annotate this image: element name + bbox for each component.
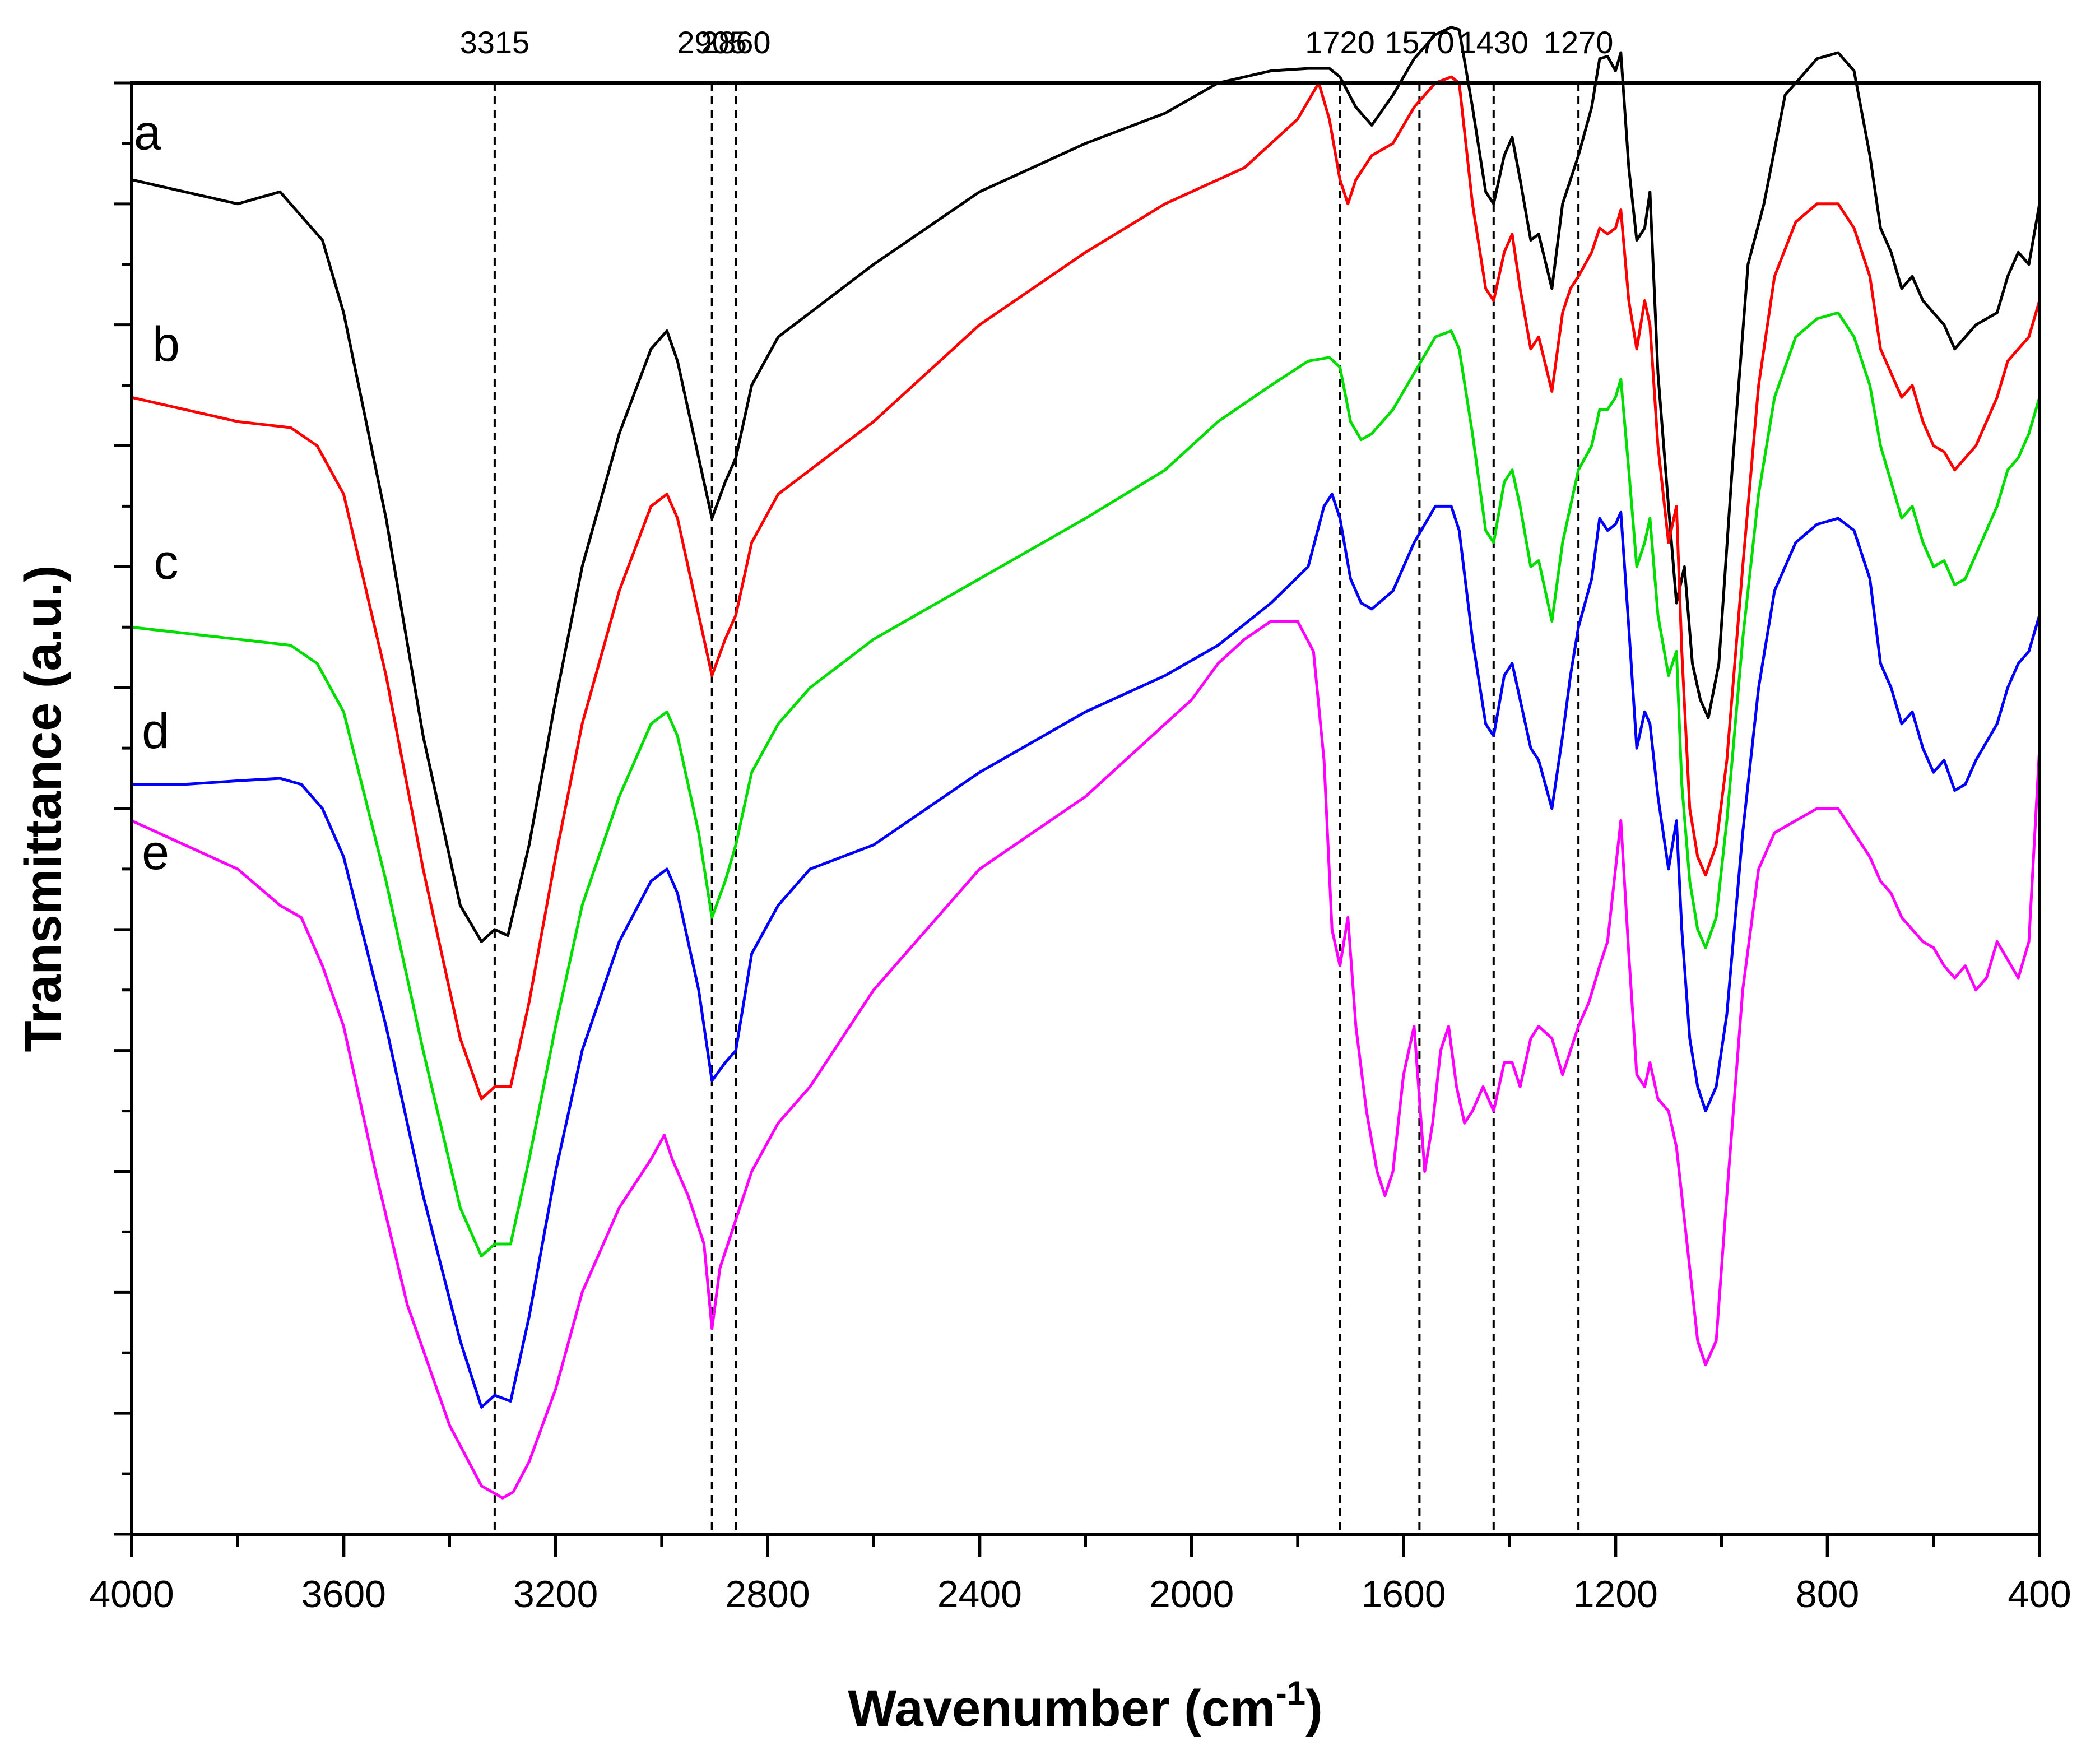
curve-label-d: d [142,703,169,759]
x-tick-label-1200: 1200 [1573,1573,1658,1616]
plot-frame [130,81,2041,1536]
peak-label-2860: 2860 [701,25,771,60]
x-tick-label-2000: 2000 [1149,1573,1234,1616]
curve-label-c: c [154,534,178,589]
curve-label-b: b [152,316,180,372]
series-line-e [131,620,2041,1500]
curve-label-e: e [142,824,169,880]
curve-label-a: a [134,105,161,160]
curve-labels: a b c d e [134,105,180,880]
x-tick-label-1600: 1600 [1361,1573,1446,1616]
peak-label-1430: 1430 [1459,25,1529,60]
series-line-b [131,75,2041,1101]
x-tick-label-3600: 3600 [301,1573,386,1616]
series-line-a [131,26,2041,943]
peak-label-2905: 2905 [677,25,747,60]
peak-label-1270: 1270 [1544,25,1614,60]
y-axis-title: Transmittance (a.u.) [15,565,72,1052]
x-tick-label-800: 800 [1796,1573,1859,1616]
axis-ticks: 4000 3600 3200 2800 2400 2000 1600 1200 800 400 [89,81,2071,1616]
x-tick-label-400: 400 [2008,1573,2071,1616]
series-line-d [132,493,2041,1409]
x-tick-label-2800: 2800 [725,1573,810,1616]
x-tick-label-2400: 2400 [937,1573,1022,1616]
x-axis-title: Wavenumber (cm-1) [848,1674,1322,1737]
peak-label-3315: 3315 [460,25,530,60]
x-tick-label-4000: 4000 [89,1573,174,1616]
series-line-c [131,311,2041,1258]
x-tick-label-3200: 3200 [513,1573,598,1616]
series-group [131,26,2041,1500]
peak-label-1720: 1720 [1305,25,1375,60]
